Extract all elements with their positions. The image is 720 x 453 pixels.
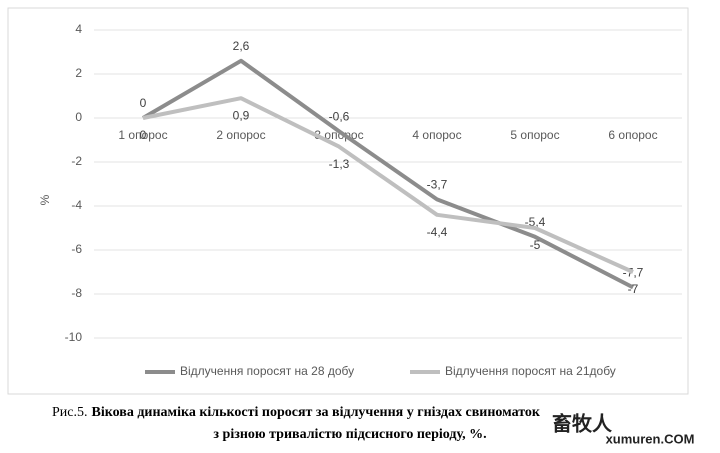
x-tick-label: 2 опорос bbox=[216, 128, 265, 142]
data-label: 0,9 bbox=[233, 108, 250, 122]
data-label: 0 bbox=[140, 96, 147, 110]
caption-line: Вікова динаміка кількості поросят за від… bbox=[92, 405, 541, 420]
data-line bbox=[142, 96, 634, 274]
data-label: -3,7 bbox=[427, 178, 448, 192]
y-tick-label: -4 bbox=[71, 198, 82, 212]
y-tick-label: 2 bbox=[75, 66, 82, 80]
y-tick-label: -2 bbox=[71, 154, 82, 168]
y-axis-label: % bbox=[38, 194, 52, 205]
data-label: -0,6 bbox=[329, 109, 350, 123]
x-tick-label: 4 опорос bbox=[412, 128, 461, 142]
data-label: 2,6 bbox=[233, 39, 250, 53]
y-tick-label: -8 bbox=[71, 286, 82, 300]
legend-label: Відлучення поросят на 28 добу bbox=[180, 364, 354, 378]
watermark-site: xumuren.COM bbox=[606, 431, 695, 446]
x-tick-label: 5 опорос bbox=[510, 128, 559, 142]
data-label: -1,3 bbox=[329, 157, 350, 171]
data-line bbox=[141, 58, 634, 290]
y-tick-label: 0 bbox=[75, 110, 82, 124]
caption-line: з різною тривалістю підсисного періоду, … bbox=[213, 427, 486, 442]
data-label: -5 bbox=[530, 238, 541, 252]
y-tick-label: -10 bbox=[65, 330, 83, 344]
y-tick-label: 4 bbox=[75, 22, 82, 36]
legend-label: Відлучення поросят на 21добу bbox=[445, 364, 616, 378]
chart-frame bbox=[7, 7, 689, 395]
data-label: 0 bbox=[140, 128, 147, 142]
data-label: -4,4 bbox=[427, 225, 448, 239]
x-tick-label: 1 опорос bbox=[118, 128, 167, 142]
watermark-logo: 畜牧人 bbox=[552, 411, 613, 435]
y-tick-label: -6 bbox=[71, 242, 82, 256]
caption-prefix: Рис.5. bbox=[52, 405, 88, 420]
data-label: -7 bbox=[628, 282, 639, 296]
x-tick-label: 6 опорос bbox=[608, 128, 657, 142]
caption: Рис.5. Вікова динаміка кількості поросят … bbox=[52, 405, 541, 420]
